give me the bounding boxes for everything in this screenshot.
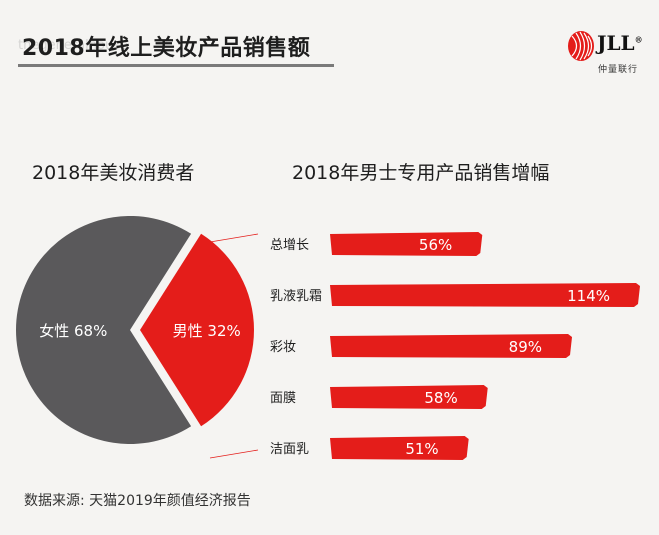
jll-logo-icon (568, 31, 594, 61)
pie-slice-label: 女性 68% (39, 322, 107, 340)
connector-line-bottom (209, 449, 259, 459)
logo-subtext: 仲量联行 (598, 65, 639, 75)
logo-registered-mark: ® (634, 34, 643, 45)
bar-category-label: 彩妆 (270, 340, 296, 355)
bar-2 (330, 283, 640, 307)
title-underline (18, 64, 334, 67)
bar-rect (330, 232, 483, 256)
bar-1 (330, 232, 483, 256)
bar-rect (330, 283, 640, 307)
bar-category-label: 乳液乳霜 (270, 289, 322, 304)
bar-category-label: 总增长 (270, 238, 309, 253)
data-source-note: 数据来源: 天猫2019年颜值经济报告 (24, 493, 251, 509)
consumer-gender-pie-chart: 女性 68% 男性 32% (16, 216, 255, 444)
watermark-text: thegeneralhouse (18, 38, 128, 53)
bar-value-label: 58% (424, 389, 457, 407)
logo-text: JLL® (597, 31, 643, 55)
pie-slice-male (140, 233, 255, 427)
page-title: 2018年线上美妆产品销售额 (22, 36, 311, 61)
bar-section-title: 2018年男士专用产品销售增幅 (292, 162, 550, 184)
bar-category-label: 面膜 (270, 391, 296, 406)
bar-rect (330, 334, 573, 358)
bar-5 (330, 436, 469, 460)
bar-rect (330, 436, 469, 460)
bar-value-label: 56% (419, 236, 452, 254)
bar-value-label: 114% (567, 287, 610, 305)
bar-4 (330, 385, 488, 409)
bar-value-label: 89% (509, 338, 542, 356)
connector-line-top (209, 233, 259, 243)
pie-section-title: 2018年美妆消费者 (32, 162, 195, 184)
bar-category-label: 洁面乳 (270, 442, 309, 457)
bar-value-label: 51% (405, 440, 438, 458)
pie-slice-female (16, 216, 192, 444)
male-product-growth-bar-chart: 总增长 56% 乳液乳霜 114% 彩妆 89% 面膜 58% 洁面乳 51% (209, 232, 640, 460)
bar-rect (330, 385, 488, 409)
bar-3 (330, 334, 573, 358)
pie-slice-label: 男性 32% (173, 322, 241, 340)
